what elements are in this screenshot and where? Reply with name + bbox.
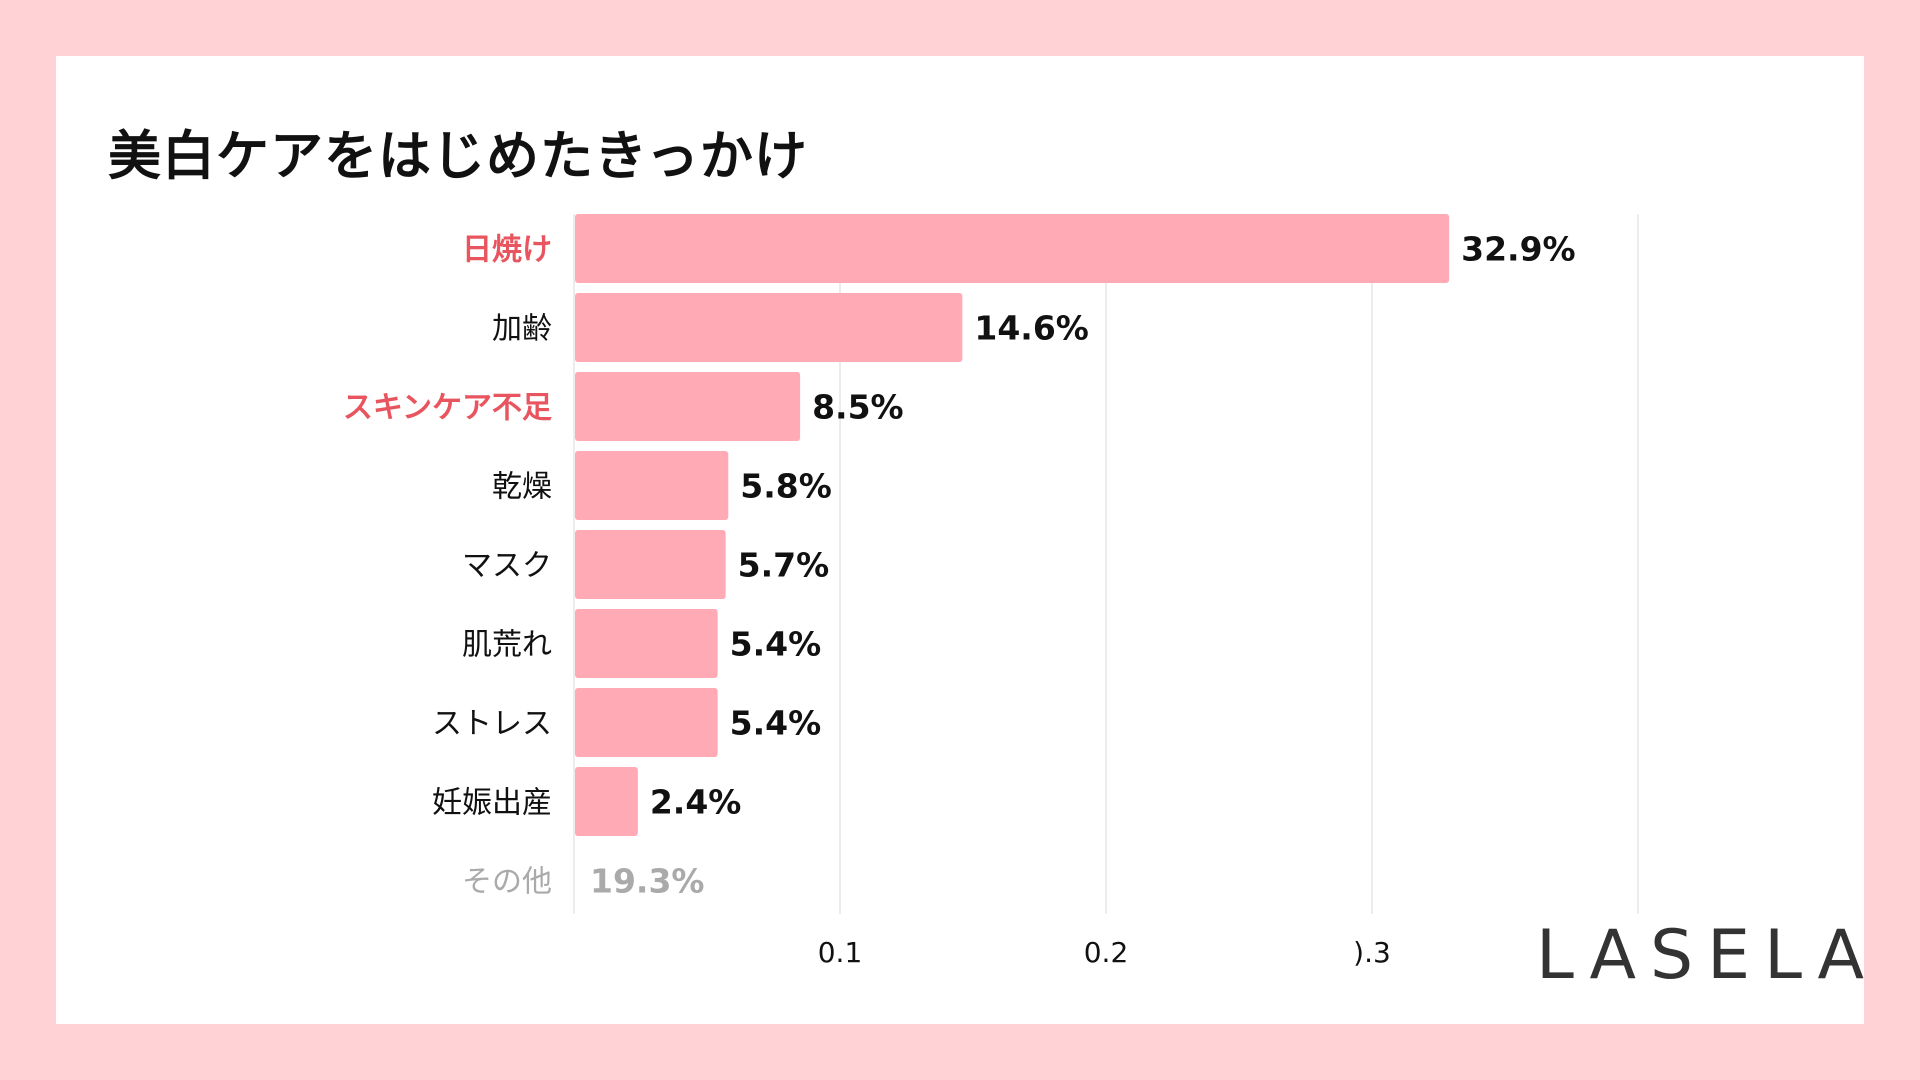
chart-title: 美白ケアをはじめたきっかけ [108,126,808,187]
bar-2 [575,372,801,441]
category-label-6: ストレス [432,707,552,742]
value-label-8: 19.3% [590,862,705,901]
category-label-0: 日焼け [462,233,552,268]
x-tick-label-0: 0.1 [818,936,863,969]
bar-6 [575,688,718,757]
value-label-7: 2.4% [650,783,742,822]
bar-5 [575,609,718,678]
value-label-3: 5.8% [740,467,832,506]
value-label-5: 5.4% [730,625,822,664]
category-label-2: スキンケア不足 [343,391,552,426]
value-label-4: 5.7% [738,546,830,585]
category-label-7: 妊娠出産 [432,786,552,821]
chart-card: 美白ケアをはじめたきっかけ 日焼け 32.9% 加齢 14.6% スキンケア不足 8.5%… [56,56,1864,1024]
value-label-2: 8.5% [812,388,904,427]
bar-4 [575,530,726,599]
bar-0 [575,214,1450,283]
x-tick-label-1: 0.2 [1084,936,1129,969]
lasela-logo: LASELA [1536,916,1879,995]
bar-7 [575,767,638,836]
category-label-5: 肌荒れ [462,628,552,663]
category-label-8: その他 [462,865,552,900]
category-label-4: マスク [462,549,552,584]
bar-chart: 日焼け 32.9% 加齢 14.6% スキンケア不足 8.5% 乾燥 5.8% マスク 5.7% 肌… [343,214,1639,969]
value-label-1: 14.6% [974,309,1089,348]
value-label-6: 5.4% [730,704,822,743]
bar-1 [575,293,963,362]
category-label-1: 加齢 [492,312,552,347]
category-label-3: 乾燥 [492,470,552,505]
x-tick-label-2: ).3 [1353,936,1391,969]
value-label-0: 32.9% [1461,230,1576,269]
bar-3 [575,451,729,520]
